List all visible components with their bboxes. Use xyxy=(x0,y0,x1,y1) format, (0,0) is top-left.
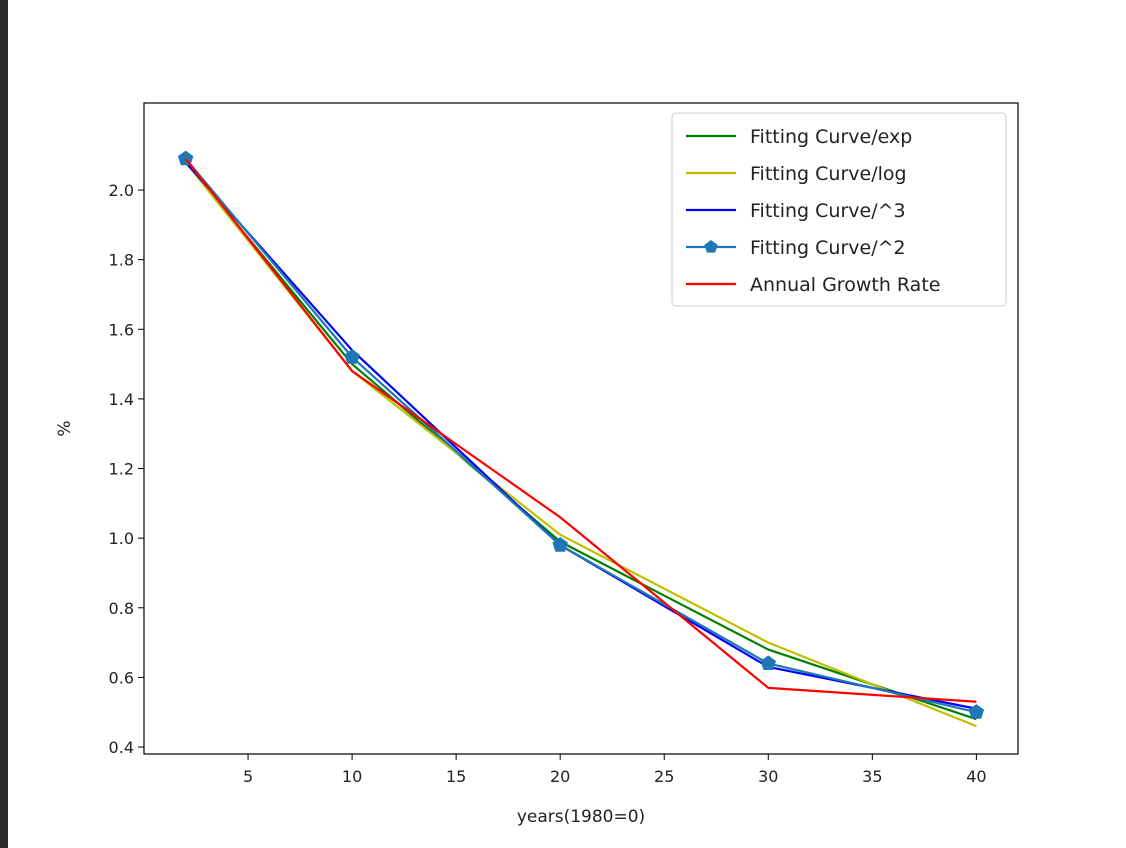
legend-entry: Annual Growth Rate xyxy=(686,274,940,296)
legend-label: Fitting Curve/^3 xyxy=(750,200,906,222)
x-tick-label: 20 xyxy=(550,767,570,786)
y-tick-label: 2.0 xyxy=(109,181,134,200)
x-axis: 5 10 15 20 25 30 35 40 xyxy=(243,754,987,786)
legend-label: Fitting Curve/^2 xyxy=(750,237,906,259)
legend-label: Annual Growth Rate xyxy=(750,274,940,296)
legend-entry: Fitting Curve/exp xyxy=(686,126,912,148)
x-tick-label: 10 xyxy=(342,767,362,786)
y-tick-label: 1.2 xyxy=(109,460,134,479)
line-chart: 5 10 15 20 25 30 35 40 0.4 0.6 0.8 1.0 1.2 1.4 1.6 1.8… xyxy=(55,102,1019,827)
legend-entry: Fitting Curve/log xyxy=(686,163,907,185)
y-tick-label: 1.4 xyxy=(109,390,134,409)
y-axis-label: % xyxy=(55,420,75,436)
data-point xyxy=(968,704,985,719)
data-point xyxy=(344,349,360,364)
y-tick-label: 1.6 xyxy=(109,320,134,339)
x-tick-label: 30 xyxy=(758,767,778,786)
x-tick-label: 5 xyxy=(243,767,253,786)
legend-label: Fitting Curve/exp xyxy=(750,126,912,148)
plot-frame xyxy=(143,102,1019,755)
x-axis-label: years(1980=0) xyxy=(517,807,645,827)
figure: 5 10 15 20 25 30 35 40 0.4 0.6 0.8 1.0 1.2 1.4 1.6 1.8… xyxy=(8,0,1126,848)
y-tick-label: 1.8 xyxy=(109,251,134,270)
x-tick-label: 15 xyxy=(446,767,466,786)
legend: Fitting Curve/exp Fitting Curve/log Fittin… xyxy=(671,112,1007,307)
x-tick-label: 35 xyxy=(862,767,882,786)
y-tick-label: 0.6 xyxy=(109,668,134,687)
data-point xyxy=(760,655,777,671)
y-axis: 0.4 0.6 0.8 1.0 1.2 1.4 1.6 1.8 2.0 xyxy=(109,181,144,757)
plot-lines xyxy=(177,150,985,728)
legend-marker xyxy=(704,240,718,253)
y-tick-label: 1.0 xyxy=(109,529,134,548)
y-tick-label: 0.8 xyxy=(109,599,134,618)
legend-entry: Fitting Curve/^2 xyxy=(686,237,906,259)
legend-entry: Fitting Curve/^3 xyxy=(686,200,906,222)
legend-box xyxy=(671,112,1007,307)
data-point xyxy=(177,150,194,166)
x-tick-label: 40 xyxy=(966,767,986,786)
data-point xyxy=(552,537,568,552)
legend-label: Fitting Curve/log xyxy=(750,163,907,185)
y-tick-label: 0.4 xyxy=(109,738,134,757)
x-tick-label: 25 xyxy=(654,767,674,786)
series-line-4 xyxy=(184,158,977,703)
